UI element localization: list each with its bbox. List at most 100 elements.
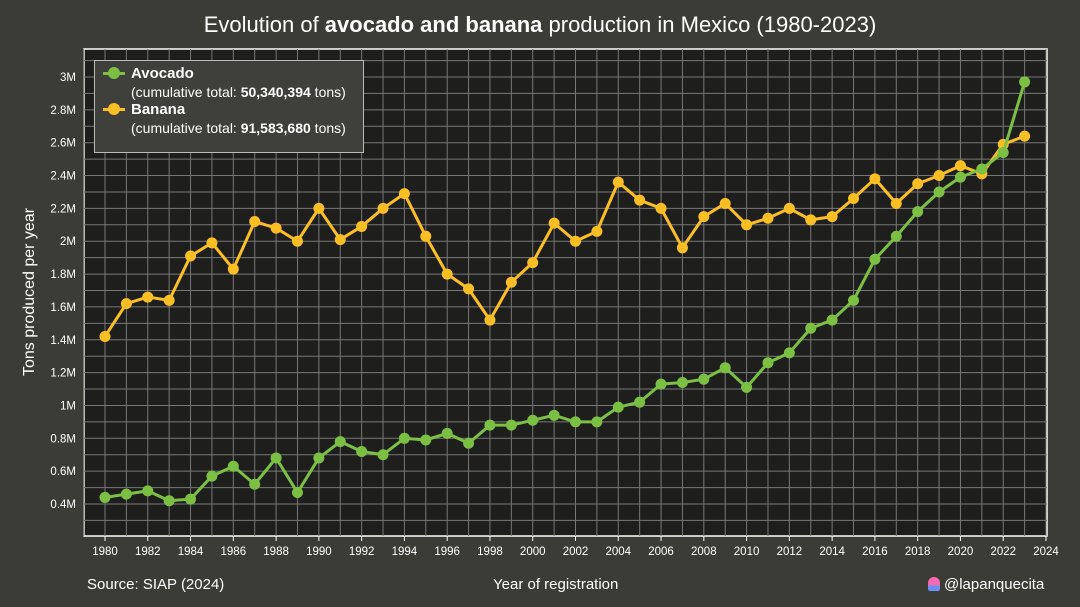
x-tick-label: 2022 — [990, 546, 1016, 558]
legend-total: (cumulative total: 50,340,394 tons) — [131, 84, 346, 100]
data-point-banana — [698, 211, 710, 223]
data-point-avocado — [484, 419, 496, 431]
series-line-avocado — [104, 81, 1027, 503]
data-point-avocado — [890, 230, 902, 242]
x-tick-label: 2012 — [777, 546, 803, 558]
x-tick-label: 2018 — [905, 546, 931, 558]
data-point-avocado — [527, 414, 539, 426]
data-point-banana — [398, 188, 410, 200]
data-point-avocado — [377, 449, 389, 461]
credit: @lapanquecita — [928, 576, 1044, 593]
x-tick-label: 1992 — [349, 546, 375, 558]
data-point-avocado — [163, 495, 175, 507]
y-tick-label: 2.2M — [50, 203, 76, 215]
data-point-avocado — [291, 487, 303, 499]
data-point-avocado — [591, 416, 603, 428]
legend-item-banana: Banana (cumulative total: 91,583,680 ton… — [103, 101, 355, 137]
data-point-banana — [869, 173, 881, 185]
data-point-banana — [741, 219, 753, 231]
x-tick-label: 2008 — [691, 546, 717, 558]
y-tick-label: 2M — [60, 236, 76, 248]
data-point-avocado — [848, 294, 860, 306]
data-point-banana — [463, 283, 475, 295]
data-point-avocado — [741, 381, 753, 393]
data-point-avocado — [548, 409, 560, 421]
data-point-avocado — [1019, 76, 1031, 88]
data-point-avocado — [997, 147, 1009, 159]
x-tick-label: 2010 — [734, 546, 760, 558]
data-point-banana — [120, 298, 132, 310]
legend-marker-avocado — [103, 67, 125, 79]
legend-marker-banana — [103, 103, 125, 115]
x-tick-label: 2000 — [520, 546, 546, 558]
data-point-banana — [762, 212, 774, 224]
data-point-banana — [570, 235, 581, 247]
x-tick-label: 1996 — [434, 546, 460, 558]
data-point-avocado — [334, 436, 346, 448]
data-point-banana — [142, 291, 154, 303]
x-tick-label: 2006 — [648, 546, 674, 558]
title-text-end: production in Mexico (1980-2023) — [542, 12, 877, 37]
data-point-banana — [591, 225, 603, 237]
data-point-banana — [313, 202, 325, 214]
data-point-banana — [334, 234, 346, 246]
data-point-avocado — [612, 401, 624, 413]
data-point-banana — [356, 220, 368, 232]
data-point-banana — [270, 222, 282, 234]
x-tick-label: 2024 — [1033, 546, 1059, 558]
data-point-avocado — [570, 416, 581, 428]
data-point-banana — [719, 197, 731, 209]
data-point-avocado — [356, 445, 368, 457]
data-point-banana — [676, 242, 688, 254]
data-point-avocado — [954, 171, 966, 183]
data-point-avocado — [206, 470, 218, 482]
data-point-banana — [505, 276, 517, 288]
y-tick-label: 1.2M — [50, 368, 76, 380]
data-point-banana — [933, 170, 945, 182]
data-point-avocado — [420, 434, 432, 446]
x-tick-label: 1990 — [306, 546, 332, 558]
data-point-avocado — [634, 396, 646, 408]
x-tick-label: 1982 — [135, 546, 161, 558]
y-tick-label: 1.6M — [50, 302, 76, 314]
data-point-banana — [1019, 130, 1031, 142]
y-tick-label: 2.6M — [50, 138, 76, 150]
data-point-banana — [655, 202, 667, 214]
x-tick-label: 2004 — [605, 546, 631, 558]
data-point-banana — [163, 294, 175, 306]
data-point-banana — [890, 197, 902, 209]
data-point-avocado — [142, 485, 154, 497]
data-point-banana — [377, 202, 389, 214]
data-point-avocado — [698, 373, 710, 385]
x-tick-label: 1980 — [92, 546, 118, 558]
data-point-avocado — [463, 437, 475, 449]
y-tick-label: 1.4M — [50, 335, 76, 347]
data-point-banana — [826, 211, 838, 223]
data-point-avocado — [99, 491, 111, 503]
data-point-avocado — [719, 362, 731, 374]
x-tick-label: 2014 — [819, 546, 845, 558]
data-point-avocado — [185, 493, 197, 505]
x-tick-label: 2020 — [948, 546, 974, 558]
legend: Avocado (cumulative total: 50,340,394 to… — [94, 60, 364, 153]
data-point-avocado — [505, 419, 517, 431]
data-point-banana — [185, 250, 197, 262]
data-point-avocado — [313, 452, 325, 464]
data-point-banana — [484, 314, 496, 326]
legend-total: (cumulative total: 91,583,680 tons) — [131, 120, 346, 136]
y-tick-label: 2.4M — [50, 171, 76, 183]
data-point-banana — [227, 263, 239, 275]
data-point-avocado — [805, 322, 817, 334]
data-point-avocado — [912, 206, 924, 218]
data-point-banana — [420, 230, 432, 242]
data-point-banana — [441, 268, 453, 280]
data-point-banana — [291, 235, 303, 247]
data-point-banana — [634, 194, 646, 206]
data-point-avocado — [676, 376, 688, 388]
legend-item-avocado: Avocado (cumulative total: 50,340,394 to… — [103, 65, 355, 101]
data-point-banana — [612, 176, 624, 188]
data-point-banana — [954, 160, 966, 172]
data-point-banana — [548, 217, 560, 229]
data-point-avocado — [120, 488, 132, 500]
data-point-avocado — [398, 432, 410, 444]
